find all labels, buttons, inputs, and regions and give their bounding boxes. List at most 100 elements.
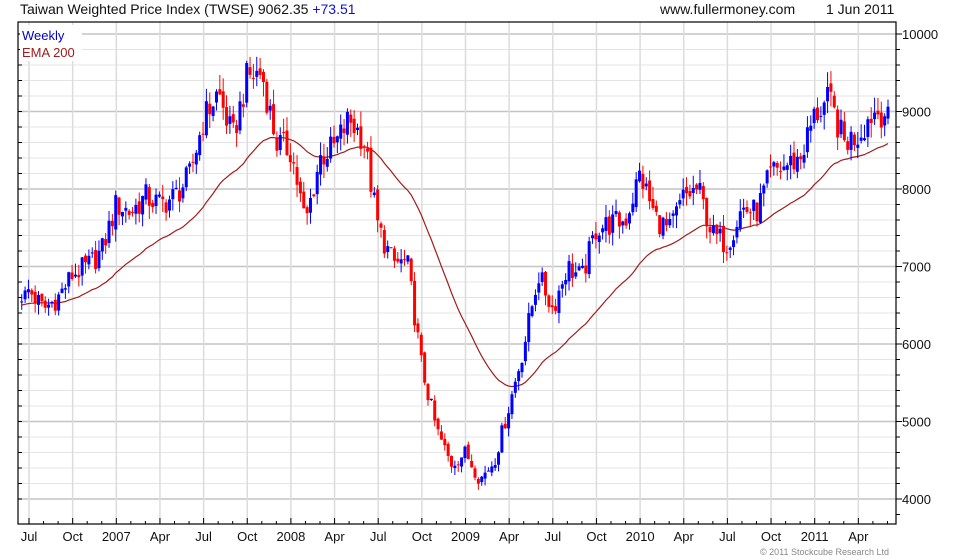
candle-body bbox=[181, 187, 185, 199]
candle-down bbox=[846, 136, 850, 155]
candle-down bbox=[94, 240, 98, 274]
candle-body bbox=[241, 104, 245, 107]
candle-body bbox=[228, 116, 232, 124]
x-tick-label: 2011 bbox=[801, 529, 829, 544]
candle-up bbox=[513, 377, 517, 398]
candle-down bbox=[775, 161, 779, 176]
candle-up bbox=[211, 105, 215, 122]
candle-down bbox=[137, 192, 141, 223]
ema-layer bbox=[21, 136, 889, 388]
candle-up bbox=[601, 224, 605, 240]
candle-up bbox=[866, 116, 870, 148]
candle-body bbox=[80, 257, 84, 276]
candle-up bbox=[90, 247, 94, 258]
candle-up bbox=[638, 162, 642, 183]
candle-up bbox=[678, 193, 682, 209]
candle-up bbox=[564, 273, 568, 296]
candle-up bbox=[671, 210, 675, 228]
candle-body bbox=[597, 235, 601, 243]
candle-body bbox=[507, 413, 511, 429]
candle-body bbox=[151, 202, 155, 208]
legend-background bbox=[20, 25, 82, 61]
candle-body bbox=[282, 131, 286, 133]
candle-up bbox=[886, 99, 890, 125]
candle-body bbox=[849, 131, 853, 150]
candle-body bbox=[275, 137, 279, 151]
candle-body bbox=[752, 199, 756, 211]
candle-body bbox=[201, 133, 205, 135]
candle-body bbox=[732, 240, 736, 247]
candle-up bbox=[315, 164, 319, 205]
candle-body bbox=[805, 127, 809, 153]
candle-body bbox=[416, 323, 420, 333]
candle-up bbox=[530, 304, 534, 318]
candle-body bbox=[248, 67, 252, 75]
candle-body bbox=[530, 306, 534, 316]
candle-down bbox=[446, 441, 450, 462]
candle-down bbox=[852, 132, 856, 151]
chart-date: 1 Jun 2011 bbox=[826, 1, 895, 17]
last-price: 9062.35 bbox=[257, 1, 309, 17]
website-link[interactable]: www.fullermoney.com bbox=[660, 1, 796, 17]
candle-body bbox=[399, 259, 403, 264]
x-tick-label: Oct bbox=[63, 529, 84, 544]
candle-up bbox=[255, 56, 259, 87]
candle-down bbox=[443, 433, 447, 451]
candle-body bbox=[866, 119, 870, 137]
candle-down bbox=[342, 119, 346, 146]
candle-up bbox=[114, 190, 118, 242]
candle-down bbox=[359, 111, 363, 157]
candle-down bbox=[554, 298, 558, 315]
candle-body bbox=[67, 272, 71, 287]
candle-body bbox=[594, 233, 598, 240]
candle-body bbox=[339, 124, 343, 139]
candle-up bbox=[883, 113, 887, 137]
candle-up bbox=[184, 165, 188, 192]
candle-down bbox=[251, 63, 255, 89]
candle-body bbox=[627, 213, 631, 224]
candle-down bbox=[695, 183, 699, 195]
candle-body bbox=[439, 431, 443, 440]
candle-up bbox=[567, 254, 571, 291]
candle-up bbox=[181, 183, 185, 203]
candle-up bbox=[87, 249, 91, 270]
candle-body bbox=[826, 86, 830, 102]
candle-up bbox=[711, 214, 715, 236]
candle-body bbox=[735, 226, 739, 238]
candle-body bbox=[214, 91, 218, 103]
candle-body bbox=[342, 128, 346, 134]
candle-body bbox=[544, 271, 548, 296]
candle-body bbox=[50, 301, 54, 303]
candle-body bbox=[852, 134, 856, 146]
legend-ema: EMA 200 bbox=[22, 45, 75, 60]
candle-body bbox=[124, 207, 128, 211]
x-tick-label: Oct bbox=[412, 529, 433, 544]
candle-body bbox=[211, 106, 215, 116]
candle-body bbox=[312, 194, 316, 197]
candle-body bbox=[302, 191, 306, 209]
candle-down bbox=[117, 196, 121, 226]
candle-body bbox=[325, 158, 329, 167]
candle-body bbox=[379, 223, 383, 228]
candle-up bbox=[238, 91, 242, 135]
candle-body bbox=[171, 189, 175, 200]
candle-body bbox=[695, 184, 699, 190]
candle-body bbox=[429, 398, 433, 401]
candle-down bbox=[261, 69, 265, 97]
candle-body bbox=[809, 125, 813, 131]
candle-up bbox=[520, 362, 524, 378]
candle-up bbox=[386, 240, 390, 259]
candle-body bbox=[869, 118, 873, 123]
candle-up bbox=[614, 199, 618, 217]
candle-body bbox=[480, 476, 484, 483]
x-tick-label: Apr bbox=[499, 529, 520, 544]
candle-body bbox=[235, 125, 239, 134]
candle-body bbox=[221, 91, 225, 108]
candle-down bbox=[379, 221, 383, 238]
candle-body bbox=[685, 186, 689, 194]
candle-body bbox=[198, 135, 202, 156]
candle-down bbox=[352, 110, 356, 142]
candle-body bbox=[265, 81, 269, 113]
candle-up bbox=[245, 60, 249, 108]
candle-up bbox=[863, 124, 867, 142]
